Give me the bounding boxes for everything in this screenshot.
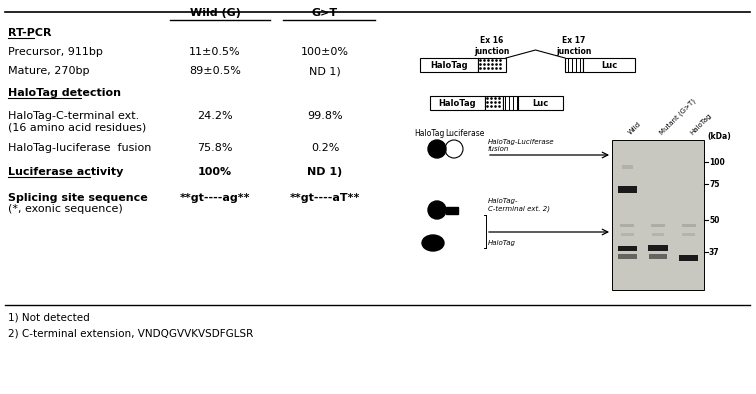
Text: Luc: Luc bbox=[532, 98, 549, 108]
Circle shape bbox=[428, 201, 446, 219]
Text: Mutant (G>T): Mutant (G>T) bbox=[658, 97, 696, 136]
Text: 2) C-terminal extension, VNDQGVVKVSDFGLSR: 2) C-terminal extension, VNDQGVVKVSDFGLS… bbox=[8, 329, 253, 339]
Text: 24.2%: 24.2% bbox=[197, 111, 233, 121]
Text: HaloTag-
C-terminal ext. 2): HaloTag- C-terminal ext. 2) bbox=[488, 198, 550, 212]
Bar bbox=[683, 232, 695, 236]
Text: HaloTag: HaloTag bbox=[689, 112, 712, 136]
Text: HaloTag-luciferase  fusion: HaloTag-luciferase fusion bbox=[8, 143, 151, 153]
Bar bbox=[652, 232, 665, 236]
Text: Ex 17
junction: Ex 17 junction bbox=[556, 36, 592, 56]
Text: Ex 16
junction: Ex 16 junction bbox=[474, 36, 510, 56]
Text: HaloTag: HaloTag bbox=[430, 61, 468, 69]
Text: Luc: Luc bbox=[601, 61, 617, 69]
Bar bbox=[621, 223, 634, 227]
Text: HaloTag detection: HaloTag detection bbox=[8, 88, 121, 98]
Text: 11±0.5%: 11±0.5% bbox=[189, 47, 241, 57]
Text: Luciferase: Luciferase bbox=[445, 128, 485, 138]
Bar bbox=[621, 232, 634, 236]
Text: 100%: 100% bbox=[198, 167, 232, 177]
Bar bbox=[618, 186, 637, 193]
Text: HaloTag: HaloTag bbox=[438, 98, 476, 108]
Text: Mature, 270bp: Mature, 270bp bbox=[8, 66, 89, 76]
Bar bbox=[649, 253, 668, 258]
Bar bbox=[446, 207, 458, 214]
Text: 1) Not detected: 1) Not detected bbox=[8, 313, 90, 323]
Text: (kDa): (kDa) bbox=[707, 132, 731, 141]
Bar bbox=[651, 223, 665, 227]
Text: 37: 37 bbox=[709, 247, 720, 256]
Bar bbox=[518, 96, 563, 110]
Bar bbox=[612, 140, 704, 290]
Bar bbox=[618, 253, 637, 258]
Bar bbox=[503, 96, 518, 110]
Text: ND 1): ND 1) bbox=[308, 167, 342, 177]
Text: 75: 75 bbox=[709, 180, 720, 188]
Text: Precursor, 911bp: Precursor, 911bp bbox=[8, 47, 103, 57]
Text: Splicing site sequence: Splicing site sequence bbox=[8, 193, 147, 203]
Bar bbox=[583, 58, 635, 72]
Text: 50: 50 bbox=[709, 216, 720, 225]
Bar bbox=[478, 58, 506, 72]
Text: (16 amino acid residues): (16 amino acid residues) bbox=[8, 122, 146, 132]
Text: Wild: Wild bbox=[627, 121, 643, 136]
Bar bbox=[485, 96, 503, 110]
Text: ND 1): ND 1) bbox=[309, 66, 341, 76]
Circle shape bbox=[445, 140, 463, 158]
Text: RT-PCR: RT-PCR bbox=[8, 28, 51, 38]
Text: 0.2%: 0.2% bbox=[311, 143, 339, 153]
Text: 100±0%: 100±0% bbox=[301, 47, 349, 57]
Bar bbox=[648, 245, 668, 251]
Text: G>T: G>T bbox=[312, 8, 338, 18]
Text: HaloTag: HaloTag bbox=[414, 128, 445, 138]
Text: **gt----aT**: **gt----aT** bbox=[290, 193, 360, 203]
Text: Luciferase activity: Luciferase activity bbox=[8, 167, 123, 177]
Bar bbox=[430, 96, 485, 110]
Circle shape bbox=[428, 140, 446, 158]
Bar bbox=[621, 165, 633, 169]
Text: Wild (G): Wild (G) bbox=[190, 8, 240, 18]
Text: 75.8%: 75.8% bbox=[197, 143, 233, 153]
Text: **gt----ag**: **gt----ag** bbox=[180, 193, 250, 203]
Bar bbox=[680, 255, 698, 261]
Text: 99.8%: 99.8% bbox=[307, 111, 342, 121]
Text: HaloTag: HaloTag bbox=[488, 240, 516, 246]
Text: HaloTag-C-terminal ext.: HaloTag-C-terminal ext. bbox=[8, 111, 139, 121]
Text: 100: 100 bbox=[709, 158, 725, 167]
Bar bbox=[565, 58, 583, 72]
Bar bbox=[420, 58, 478, 72]
Bar bbox=[682, 223, 696, 227]
Text: HaloTag-Luciferase
fusion: HaloTag-Luciferase fusion bbox=[488, 139, 554, 152]
Text: (*, exonic sequence): (*, exonic sequence) bbox=[8, 204, 122, 214]
Ellipse shape bbox=[422, 235, 444, 251]
Bar bbox=[618, 245, 637, 251]
Text: 89±0.5%: 89±0.5% bbox=[189, 66, 241, 76]
